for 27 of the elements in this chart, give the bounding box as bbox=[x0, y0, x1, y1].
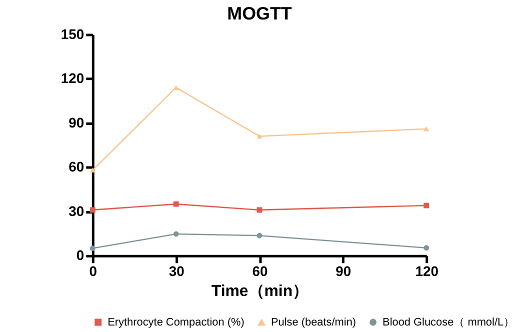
legend-label: Blood Glucose（ mmol/L） bbox=[382, 316, 515, 328]
y-tick-label: 120 bbox=[60, 70, 84, 86]
point bbox=[173, 231, 179, 237]
point bbox=[424, 245, 430, 251]
y-tick-label: 30 bbox=[68, 202, 84, 219]
x-tick-label: 60 bbox=[252, 263, 268, 280]
point bbox=[424, 202, 430, 208]
point bbox=[90, 207, 96, 213]
x-tick-label: 30 bbox=[168, 263, 185, 280]
legend-label: Erythrocyte Compaction (%) bbox=[108, 316, 244, 328]
point bbox=[424, 126, 430, 132]
point bbox=[256, 207, 262, 213]
y-tick-label: 60 bbox=[68, 158, 84, 175]
x-axis-title: Time（min） bbox=[211, 283, 309, 300]
x-tick-label: 0 bbox=[89, 263, 98, 280]
point bbox=[173, 201, 179, 207]
point bbox=[90, 168, 96, 173]
point bbox=[256, 134, 262, 139]
x-tick-label: 90 bbox=[336, 263, 352, 280]
point bbox=[256, 232, 262, 238]
x-tick-label: 120 bbox=[415, 263, 439, 280]
y-tick-label: 150 bbox=[60, 26, 84, 42]
legend-label: Pulse (beats/min) bbox=[270, 316, 356, 328]
chart-title: MOGTT bbox=[227, 4, 292, 24]
y-tick-label: 0 bbox=[76, 247, 84, 264]
y-tick-label: 90 bbox=[68, 114, 84, 130]
point bbox=[90, 246, 96, 252]
